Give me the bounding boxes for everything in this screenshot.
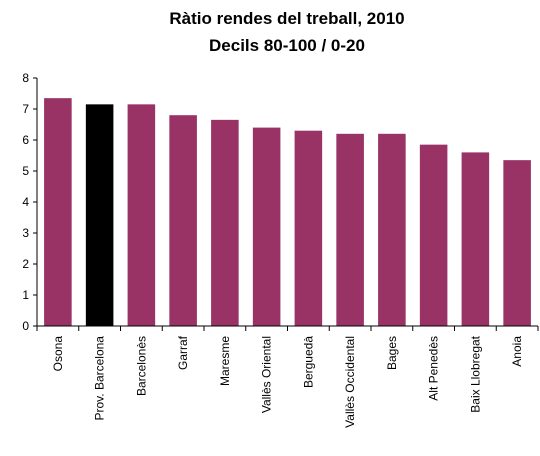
- chart-title: Ràtio rendes del treball, 2010: [169, 9, 404, 28]
- bar: [419, 144, 448, 326]
- bar: [378, 133, 406, 326]
- y-tick-label: 2: [22, 257, 29, 271]
- x-tick-label: Baix Llobregat: [468, 335, 482, 412]
- y-tick-label: 4: [22, 195, 29, 209]
- x-tick-label: Bages: [385, 336, 399, 370]
- bar: [252, 127, 281, 326]
- x-tick-label: Prov. Barcelona: [93, 336, 107, 421]
- x-tick-label: Vallès Oriental: [260, 336, 274, 413]
- bar: [211, 119, 239, 326]
- bar: [169, 115, 197, 326]
- x-tick-label: Osona: [51, 336, 65, 372]
- x-tick-label: Garraf: [176, 335, 190, 370]
- y-tick-label: 7: [22, 102, 29, 116]
- bar: [503, 160, 531, 326]
- x-tick-label: Berguedà: [301, 336, 315, 388]
- y-tick-label: 0: [22, 319, 29, 333]
- y-tick-label: 3: [22, 226, 29, 240]
- y-tick-label: 5: [22, 164, 29, 178]
- bar: [461, 152, 490, 326]
- y-tick-label: 6: [22, 133, 29, 147]
- chart-subtitle: Decils 80-100 / 0-20: [209, 36, 365, 55]
- x-tick-label: Barcelonès: [134, 336, 148, 396]
- bar: [44, 98, 72, 327]
- x-tick-label: Maresme: [218, 336, 232, 386]
- bar: [336, 133, 364, 326]
- y-tick-label: 8: [22, 71, 29, 85]
- x-tick-label: Alt Penedès: [427, 336, 441, 401]
- x-tick-label: Vallès Occidental: [343, 336, 357, 428]
- bar: [127, 104, 156, 326]
- bar: [294, 130, 323, 326]
- y-tick-label: 1: [22, 288, 29, 302]
- x-tick-label: Anoia: [510, 336, 524, 367]
- bar: [85, 104, 114, 326]
